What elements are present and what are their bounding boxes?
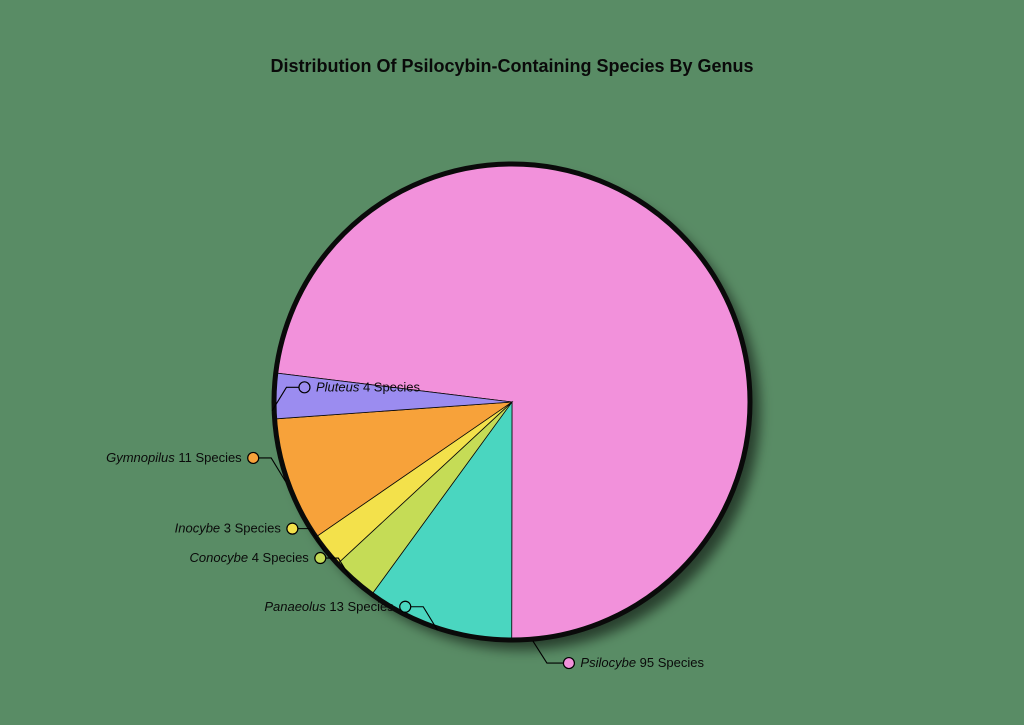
slice-label-pluteus: Pluteus 4 Species (316, 379, 421, 394)
slice-label-gymnopilus: Gymnopilus 11 Species (106, 450, 242, 465)
slice-label-inocybe: Inocybe 3 Species (175, 521, 282, 536)
leader-dot-conocybe (315, 553, 326, 564)
leader-psilocybe (533, 641, 569, 663)
slice-label-panaeolus: Panaeolus 13 Species (264, 599, 394, 614)
pie-chart: Panaeolus 13 Species Conocybe 4 Species In… (0, 0, 1024, 725)
slice-label-conocybe: Conocybe 4 Species (190, 550, 310, 565)
leader-dot-pluteus (299, 382, 310, 393)
leader-dot-panaeolus (400, 601, 411, 612)
slice-label-psilocybe: Psilocybe 95 Species (580, 655, 704, 670)
leader-dot-psilocybe (563, 658, 574, 669)
leader-dot-inocybe (287, 523, 298, 534)
leader-dot-gymnopilus (248, 452, 259, 463)
